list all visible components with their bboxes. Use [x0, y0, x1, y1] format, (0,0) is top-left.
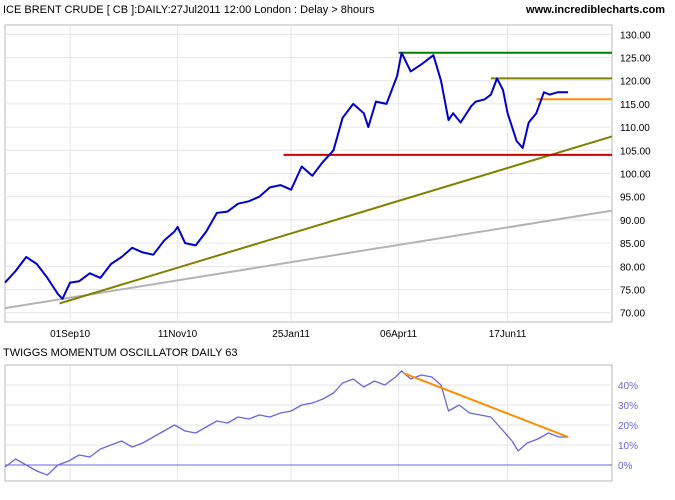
- long-term-trendline: [59, 135, 613, 305]
- oscillator-grid: [5, 365, 612, 481]
- momentum-line: [4, 370, 569, 476]
- price-y-axis: 70.00 75.00 80.00 85.00 90.00 95.00 100.00 105.…: [620, 30, 651, 319]
- price-tick-label: 120.00: [620, 77, 651, 88]
- chart-title: ICE BRENT CRUDE [ CB ]:DAILY:27Jul2011 1…: [3, 4, 375, 16]
- oscillator-title: TWIGGS MOMENTUM OSCILLATOR DAILY 63: [3, 347, 238, 359]
- price-tick-label: 130.00: [620, 30, 651, 41]
- price-line: [4, 51, 569, 300]
- oscillator-tick-label: 40%: [618, 381, 638, 392]
- price-tick-label: 70.00: [620, 309, 645, 320]
- price-tick-label: 95.00: [620, 193, 645, 204]
- oscillator-tick-label: 0%: [618, 461, 633, 472]
- price-grid: [5, 25, 612, 322]
- oscillator-panel: [4, 370, 569, 476]
- date-tick-label: 17Jun11: [489, 329, 527, 340]
- price-tick-label: 80.00: [620, 262, 645, 273]
- price-tick-label: 75.00: [620, 286, 645, 297]
- price-panel: [4, 51, 613, 310]
- oscillator-tick-label: 10%: [618, 441, 638, 452]
- price-tick-label: 115.00: [620, 100, 650, 111]
- price-tick-label: 85.00: [620, 239, 645, 250]
- price-tick-label: 105.00: [620, 146, 651, 157]
- date-tick-label: 11Nov10: [158, 329, 198, 340]
- date-tick-label: 06Apr11: [380, 329, 418, 340]
- date-tick-label: 25Jan11: [272, 329, 310, 340]
- oscillator-plot-area: [4, 364, 613, 482]
- momentum-trendline: [402, 372, 569, 438]
- oscillator-y-axis: 0% 10% 20% 30% 40%: [618, 381, 638, 472]
- watermark: www.incrediblecharts.com: [525, 4, 665, 16]
- oscillator-tick-label: 30%: [618, 401, 638, 412]
- price-tick-label: 100.00: [620, 170, 651, 181]
- oscillator-tick-label: 20%: [618, 421, 638, 432]
- secondary-trendline: [4, 209, 613, 310]
- price-tick-label: 110.00: [620, 123, 650, 134]
- date-tick-label: 01Sep10: [50, 329, 90, 340]
- chart-frame: [4, 24, 613, 482]
- price-tick-label: 125.00: [620, 53, 651, 64]
- price-tick-label: 90.00: [620, 216, 645, 227]
- date-x-axis: 01Sep10 11Nov10 25Jan11 06Apr11 17Jun11: [50, 329, 527, 340]
